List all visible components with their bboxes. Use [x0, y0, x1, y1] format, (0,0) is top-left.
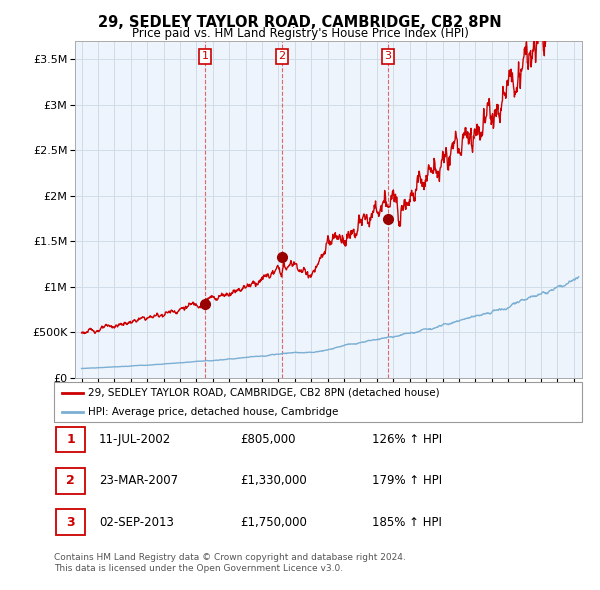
Text: £1,750,000: £1,750,000 — [240, 516, 307, 529]
Text: 3: 3 — [385, 51, 391, 61]
Text: Contains HM Land Registry data © Crown copyright and database right 2024.
This d: Contains HM Land Registry data © Crown c… — [54, 553, 406, 573]
Text: 29, SEDLEY TAYLOR ROAD, CAMBRIDGE, CB2 8PN (detached house): 29, SEDLEY TAYLOR ROAD, CAMBRIDGE, CB2 8… — [88, 388, 440, 398]
Text: 126% ↑ HPI: 126% ↑ HPI — [372, 433, 442, 446]
Text: 1: 1 — [202, 51, 209, 61]
Text: 3: 3 — [66, 516, 75, 529]
Text: Price paid vs. HM Land Registry's House Price Index (HPI): Price paid vs. HM Land Registry's House … — [131, 27, 469, 40]
Text: 11-JUL-2002: 11-JUL-2002 — [99, 433, 171, 446]
Text: 1: 1 — [66, 433, 75, 446]
FancyBboxPatch shape — [56, 427, 85, 453]
Text: 29, SEDLEY TAYLOR ROAD, CAMBRIDGE, CB2 8PN: 29, SEDLEY TAYLOR ROAD, CAMBRIDGE, CB2 8… — [98, 15, 502, 30]
FancyBboxPatch shape — [54, 382, 582, 422]
Text: 23-MAR-2007: 23-MAR-2007 — [99, 474, 178, 487]
Text: 2: 2 — [278, 51, 286, 61]
Text: £805,000: £805,000 — [240, 433, 296, 446]
Text: HPI: Average price, detached house, Cambridge: HPI: Average price, detached house, Camb… — [88, 407, 338, 417]
Text: 2: 2 — [66, 474, 75, 487]
Text: £1,330,000: £1,330,000 — [240, 474, 307, 487]
Text: 02-SEP-2013: 02-SEP-2013 — [99, 516, 174, 529]
FancyBboxPatch shape — [56, 509, 85, 535]
Text: 179% ↑ HPI: 179% ↑ HPI — [372, 474, 442, 487]
Text: 185% ↑ HPI: 185% ↑ HPI — [372, 516, 442, 529]
FancyBboxPatch shape — [56, 468, 85, 494]
